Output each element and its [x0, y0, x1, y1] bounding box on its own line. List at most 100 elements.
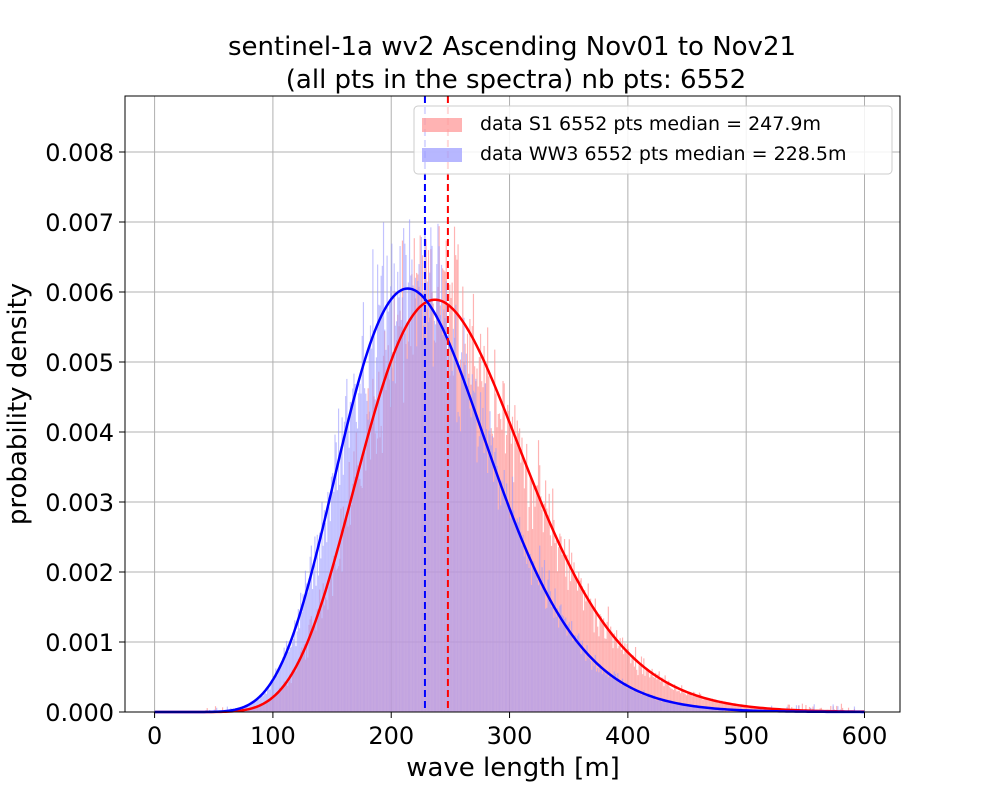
histogram-bar: [536, 579, 538, 712]
histogram-bar: [519, 516, 521, 712]
histogram-bar: [611, 631, 613, 712]
histogram-bar: [711, 708, 714, 712]
histogram-bar: [328, 506, 330, 712]
histogram-bar: [696, 695, 698, 712]
histogram-bar: [453, 337, 456, 712]
histogram-bar: [397, 271, 399, 712]
histogram-bar: [387, 311, 389, 712]
histogram-bar: [634, 646, 637, 712]
histogram-bar: [571, 621, 573, 712]
histogram-bar: [516, 518, 518, 712]
y-tick-label: 0.004: [45, 419, 114, 447]
histogram-bar: [690, 705, 692, 712]
y-tick-label: 0.003: [45, 489, 114, 517]
legend-swatch: [422, 148, 462, 162]
histogram-bar: [368, 346, 370, 712]
histogram-bar: [535, 575, 537, 712]
histogram-bar: [407, 282, 409, 712]
histogram-bar: [619, 680, 621, 712]
histogram-bar: [586, 645, 588, 712]
histogram-bar: [798, 705, 800, 712]
histogram-bar: [552, 488, 554, 712]
histogram-bar: [671, 688, 673, 712]
histogram-bar: [546, 607, 548, 712]
x-tick-label: 500: [723, 722, 769, 750]
histogram-bar: [675, 704, 677, 712]
histogram-bar: [729, 704, 731, 712]
histogram-bar: [496, 465, 498, 712]
histogram-bar: [431, 245, 433, 712]
histogram-bar: [607, 606, 609, 712]
histogram-bar: [401, 297, 404, 712]
histogram-bar: [663, 699, 665, 712]
histogram-bar: [617, 673, 619, 712]
histogram-bar: [336, 490, 338, 712]
histogram-bar: [304, 570, 307, 712]
histogram-bar: [322, 545, 324, 712]
histogram-bar: [393, 263, 395, 712]
histogram-bar: [553, 617, 555, 712]
histogram-bar: [741, 704, 743, 712]
histogram-bar: [735, 704, 737, 712]
histogram-bar: [382, 222, 385, 712]
histogram-bar: [341, 417, 343, 712]
histogram-bar: [597, 668, 599, 712]
histogram-bar: [578, 633, 580, 712]
y-tick-label: 0.005: [45, 349, 114, 377]
histogram-bar: [466, 385, 469, 712]
histogram-bar: [539, 545, 541, 712]
histogram-bar: [715, 708, 717, 712]
histogram-bar: [410, 275, 412, 712]
histogram-bar: [624, 684, 626, 712]
histogram-bar: [448, 334, 450, 712]
legend: data S1 6552 pts median = 247.9m data WW3…: [413, 105, 893, 175]
histogram-bar: [656, 700, 658, 712]
x-tick-label: 600: [842, 722, 888, 750]
histogram-bar: [788, 704, 790, 712]
histogram-bar: [592, 658, 594, 712]
histogram-bar: [497, 509, 499, 712]
histogram-bar: [595, 671, 598, 712]
histogram-bar: [250, 701, 252, 712]
histogram-bar: [399, 246, 401, 712]
histogram-bar: [505, 483, 508, 712]
histogram-bar: [721, 700, 723, 712]
histogram-bar: [474, 392, 476, 712]
histogram-bar: [677, 703, 679, 712]
histogram-bar: [660, 677, 663, 712]
histogram-bar: [672, 703, 675, 712]
histogram-bar: [626, 643, 628, 712]
histogram-bar: [717, 708, 719, 712]
histogram-bar: [567, 624, 569, 712]
x-axis-label: wave length [m]: [406, 753, 620, 783]
histogram-bar: [853, 706, 856, 712]
histogram-bar: [659, 681, 661, 712]
x-tick-label: 0: [147, 722, 162, 750]
histogram-bar: [440, 264, 443, 712]
histogram-bar: [523, 556, 525, 712]
histogram-bar: [449, 375, 451, 712]
histogram-bar: [419, 308, 421, 712]
histogram-bar: [444, 318, 446, 712]
histogram-bar: [652, 696, 654, 712]
x-tick-label: 300: [487, 722, 533, 750]
histogram-bar: [502, 493, 504, 712]
histogram-bar: [565, 617, 567, 712]
histogram-bar: [601, 674, 604, 712]
histogram-bar: [561, 614, 563, 712]
histogram-bar: [470, 417, 472, 712]
histogram-bar: [638, 693, 640, 712]
histogram-bar: [672, 689, 675, 712]
histogram-bar: [563, 618, 566, 712]
histogram-bar: [553, 519, 555, 712]
histogram-bar: [450, 348, 452, 712]
histogram-bar: [733, 704, 735, 712]
histogram-bar: [451, 370, 453, 712]
histogram-bar: [683, 693, 685, 712]
histogram-bar: [659, 697, 661, 712]
histogram-bar: [734, 703, 736, 712]
histogram-bar: [275, 668, 277, 712]
histogram-bar: [515, 525, 517, 712]
histogram-bar: [611, 678, 613, 712]
legend-swatch: [422, 118, 462, 132]
